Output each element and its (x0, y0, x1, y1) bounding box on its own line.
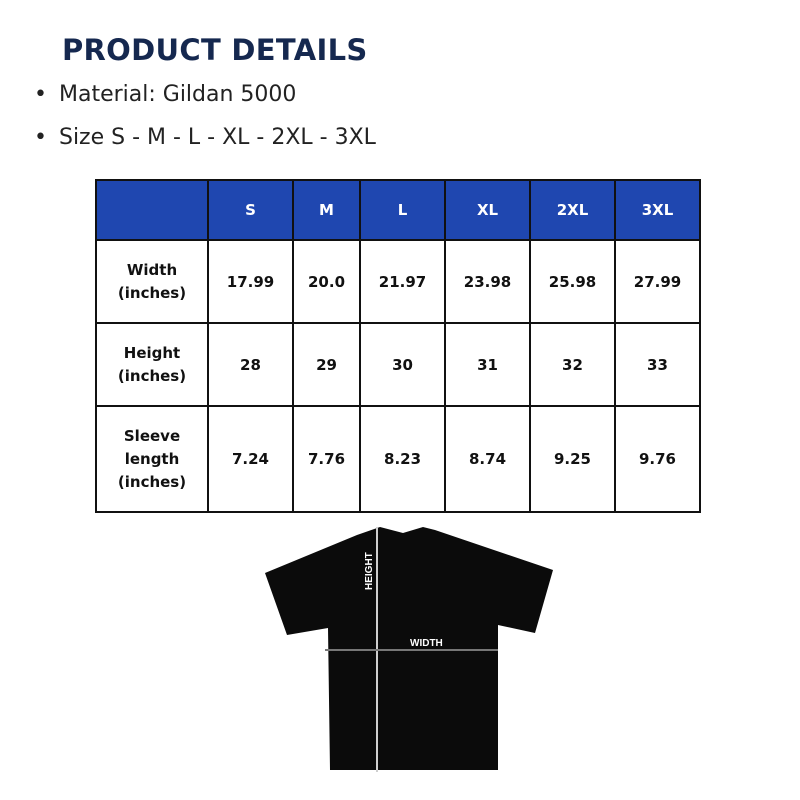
table-cell: 33 (613, 322, 702, 407)
table-cell: 20.0 (291, 239, 362, 324)
table-row: Sleeve length (inches) 7.24 7.76 8.23 8.74 9.25… (95, 405, 702, 513)
header-3xl: 3XL (613, 179, 702, 241)
row-label-line: (inches) (117, 472, 187, 491)
header-2xl: 2XL (529, 179, 616, 241)
table-cell: 28 (207, 322, 294, 407)
material-item: Material: Gildan 5000 (34, 78, 376, 121)
row-label: Width (inches) (95, 239, 209, 324)
table-cell: 17.99 (207, 239, 294, 324)
width-label: WIDTH (410, 638, 443, 649)
product-details-list: Material: Gildan 5000 Size S - M - L - X… (34, 78, 376, 164)
table-cell: 29 (291, 322, 362, 407)
page-title: PRODUCT DETAILS (62, 33, 368, 67)
row-label-line: Height (123, 343, 181, 362)
row-label-line: length (124, 449, 180, 468)
header-l: L (359, 179, 447, 241)
table-cell: 27.99 (613, 239, 702, 324)
row-label-line: Sleeve (123, 426, 181, 445)
height-label: HEIGHT (364, 552, 375, 590)
header-m: M (291, 179, 362, 241)
table-cell: 30 (359, 322, 447, 407)
row-label: Height (inches) (95, 322, 209, 407)
table-cell: 31 (444, 322, 531, 407)
row-label: Sleeve length (inches) (95, 405, 209, 513)
table-cell: 7.76 (291, 405, 362, 513)
row-label-line: (inches) (117, 283, 187, 302)
header-xl: XL (444, 179, 531, 241)
table-row: Width (inches) 17.99 20.0 21.97 23.98 25.98 27.… (95, 239, 702, 324)
size-item: Size S - M - L - XL - 2XL - 3XL (34, 121, 376, 164)
table-cell: 8.23 (359, 405, 447, 513)
table-cell: 32 (529, 322, 616, 407)
size-header-row: S M L XL 2XL 3XL (95, 179, 702, 241)
row-label-line: Width (126, 260, 178, 279)
table-cell: 7.24 (207, 405, 294, 513)
tshirt-shape (265, 527, 553, 770)
table-cell: 8.74 (444, 405, 531, 513)
table-cell: 21.97 (359, 239, 447, 324)
size-chart-table: S M L XL 2XL 3XL Width (inches) 17.99 20.0 2… (95, 179, 702, 513)
table-cell: 25.98 (529, 239, 616, 324)
header-s: S (207, 179, 294, 241)
row-label-line: (inches) (117, 366, 187, 385)
table-cell: 9.76 (613, 405, 702, 513)
header-corner (95, 179, 209, 241)
table-cell: 23.98 (444, 239, 531, 324)
table-cell: 9.25 (529, 405, 616, 513)
table-row: Height (inches) 28 29 30 31 32 33 (95, 322, 702, 407)
